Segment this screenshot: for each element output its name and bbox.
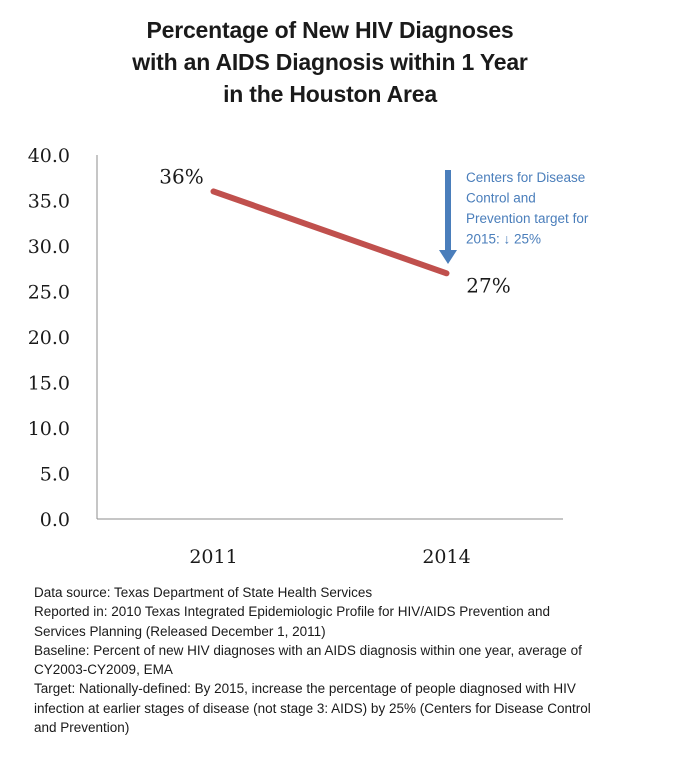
note-line: infection at earlier stages of disease (…: [34, 700, 591, 716]
y-tick-label: 0.0: [40, 509, 70, 531]
chart-title-line: with an AIDS Diagnosis within 1 Year: [132, 49, 528, 75]
annotation-text-line: 2015: ↓ 25%: [466, 232, 541, 247]
annotation-text-line: Centers for Disease: [466, 170, 585, 185]
note-line: Reported in: 2010 Texas Integrated Epide…: [34, 604, 551, 620]
y-tick-label: 20.0: [28, 327, 70, 349]
down-arrow-icon: [439, 250, 457, 264]
x-axis-ticks: 2011 2014: [189, 546, 470, 568]
y-axis-ticks: 0.0 5.0 10.0 15.0 20.0 25.0 30.0 35.0 40.0: [28, 145, 70, 531]
y-tick-label: 30.0: [28, 236, 70, 258]
series-layer: 36% 27%: [159, 164, 510, 297]
note-line: Baseline: Percent of new HIV diagnoses w…: [34, 642, 582, 658]
y-tick-label: 25.0: [28, 282, 70, 304]
note-line: Services Planning (Released December 1, …: [34, 623, 326, 639]
data-label: 36%: [159, 164, 203, 188]
x-tick-label: 2011: [189, 546, 237, 568]
chart-title-line: in the Houston Area: [223, 81, 437, 107]
note-line: CY2003-CY2009, EMA: [34, 662, 173, 678]
annotation: Centers for Disease Control and Prevention…: [439, 170, 589, 264]
chart-title-line: Percentage of New HIV Diagnoses: [146, 17, 514, 43]
note-line: and Prevention): [34, 720, 130, 736]
annotation-text-line: Control and: [466, 191, 536, 206]
data-label: 27%: [466, 273, 510, 297]
y-tick-label: 10.0: [28, 418, 70, 440]
y-tick-label: 35.0: [28, 191, 70, 213]
axes: [96, 155, 563, 520]
annotation-arrow-shaft: [445, 170, 451, 252]
chart-title: Percentage of New HIV Diagnoses with an …: [60, 14, 600, 110]
note-line: Data source: Texas Department of State H…: [34, 585, 373, 600]
annotation-text-line: Prevention target for: [466, 211, 589, 226]
source-notes: Data source: Texas Department of State H…: [34, 583, 674, 737]
y-tick-label: 5.0: [40, 464, 70, 486]
x-tick-label: 2014: [422, 546, 470, 568]
y-tick-label: 15.0: [28, 373, 70, 395]
y-tick-label: 40.0: [28, 145, 70, 167]
line-chart: 0.05.010.015.020.025.030.035.040.0 2011 2…: [28, 145, 589, 568]
series-line: [210, 188, 450, 277]
note-line: Target: Nationally-defined: By 2015, inc…: [34, 681, 576, 697]
